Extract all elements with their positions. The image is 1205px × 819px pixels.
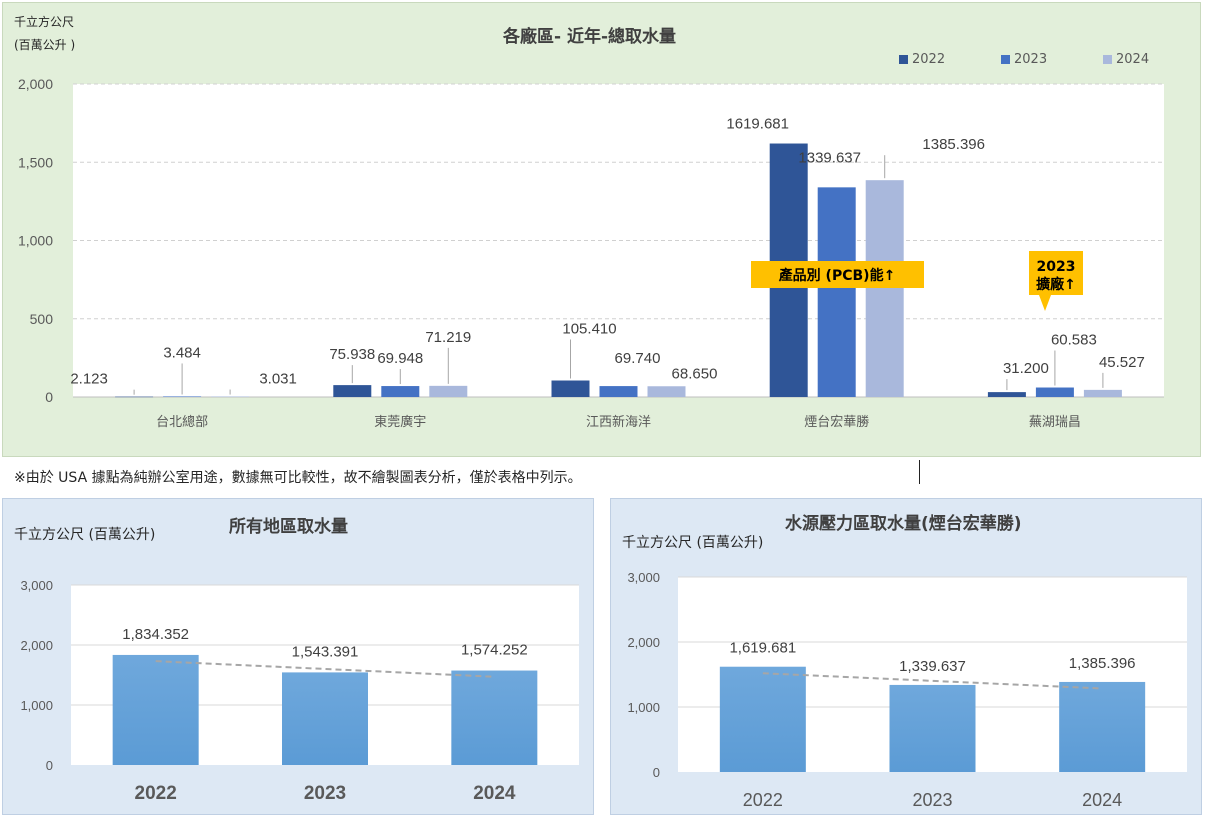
data-label: 69.740 bbox=[615, 350, 661, 367]
water-stress-chart-title: 水源壓力區取水量(煙台宏華勝) bbox=[785, 514, 1022, 534]
legend-item-2024: 2024 bbox=[1103, 52, 1149, 67]
bar bbox=[889, 684, 976, 772]
bar-2022 bbox=[333, 385, 372, 397]
water-stress-chart-plot: 0 1,000 2,000 3,000 1,619.681 2022 1,339.637 20… bbox=[627, 570, 1187, 810]
x-tick-label: 2022 bbox=[743, 790, 783, 810]
bar bbox=[112, 654, 199, 765]
bar-2024 bbox=[1083, 389, 1122, 397]
all-regions-chart-plot: 0 1,000 2,000 3,000 1,834.352 2022 1,543.391 20… bbox=[20, 578, 579, 804]
data-label: 1619.681 bbox=[726, 116, 789, 133]
bar-2024 bbox=[429, 385, 468, 397]
main-chart-unit-line1: 千立方公尺 bbox=[14, 15, 75, 29]
bar-2023 bbox=[817, 187, 856, 397]
bar-2023 bbox=[1035, 387, 1074, 397]
y-tick-label: 0 bbox=[46, 758, 53, 773]
callout-expansion-box bbox=[1029, 251, 1083, 311]
data-label: 69.948 bbox=[377, 350, 423, 367]
data-label: 105.410 bbox=[562, 321, 616, 338]
x-tick-label: 2023 bbox=[912, 790, 952, 810]
y-tick-label: 500 bbox=[30, 311, 54, 327]
y-tick-label: 3,000 bbox=[20, 578, 53, 593]
legend-item-2023: 2023 bbox=[1001, 52, 1047, 67]
x-tick-label: 台北總部 bbox=[156, 414, 208, 430]
y-tick-label: 0 bbox=[45, 389, 53, 405]
bar-2023 bbox=[381, 386, 420, 397]
x-tick-label: 煙台宏華勝 bbox=[804, 415, 869, 430]
y-tick-label: 1,000 bbox=[20, 698, 53, 713]
legend-label-2024: 2024 bbox=[1116, 52, 1150, 67]
data-label: 71.219 bbox=[425, 329, 471, 346]
data-label: 1,619.681 bbox=[729, 640, 796, 657]
y-tick-label: 1,000 bbox=[627, 700, 660, 715]
water-stress-chart-panel: 水源壓力區取水量(煙台宏華勝) 千立方公尺 (百萬公升) 0 1,000 2,000… bbox=[610, 498, 1202, 815]
plot-area bbox=[73, 84, 1164, 397]
all-regions-chart-title: 所有地區取水量 bbox=[229, 517, 348, 537]
y-tick-label: 2,000 bbox=[627, 635, 660, 650]
data-label: 3.484 bbox=[163, 344, 201, 361]
legend-label-2023: 2023 bbox=[1014, 52, 1048, 67]
bar-2024 bbox=[865, 180, 904, 397]
all-regions-chart-panel: 所有地區取水量 千立方公尺 (百萬公升) 0 1,000 2,000 3,000 1,8… bbox=[2, 498, 594, 815]
bar-2022 bbox=[115, 396, 154, 398]
bar bbox=[451, 670, 538, 765]
x-tick-label: 2023 bbox=[304, 783, 346, 804]
legend-swatch-2023 bbox=[1001, 55, 1010, 64]
data-label: 2.123 bbox=[70, 371, 108, 388]
data-label: 1339.637 bbox=[798, 149, 861, 166]
data-label: 68.650 bbox=[672, 365, 718, 382]
main-chart-unit-line2: (百萬公升 ) bbox=[14, 38, 76, 52]
callout-expansion-year: 2023 bbox=[1037, 259, 1076, 275]
data-label: 1,339.637 bbox=[899, 658, 966, 675]
divider-line bbox=[919, 460, 920, 484]
legend-swatch-2022 bbox=[899, 55, 908, 64]
y-tick-label: 0 bbox=[653, 765, 660, 780]
data-label: 31.200 bbox=[1003, 360, 1049, 377]
bar bbox=[1059, 681, 1146, 772]
callout-expansion-text: 擴廠↑ bbox=[1036, 276, 1076, 293]
bar-2024 bbox=[211, 396, 250, 398]
main-chart-plot: 0 500 1,000 1,500 2,000 台北總部 2.123 3.484 3.031 東莞… bbox=[18, 76, 1164, 430]
all-regions-chart-unit: 千立方公尺 (百萬公升) bbox=[14, 527, 156, 543]
data-label: 1,543.391 bbox=[292, 643, 359, 660]
x-tick-label: 2022 bbox=[135, 783, 177, 804]
bar-2024 bbox=[647, 386, 686, 397]
water-stress-chart-unit: 千立方公尺 (百萬公升) bbox=[622, 535, 764, 551]
callout-pcb-text: 產品別 (PCB)能↑ bbox=[778, 267, 896, 284]
x-tick-label: 江西新海洋 bbox=[586, 414, 651, 430]
main-chart-panel: 千立方公尺 (百萬公升 ) 各廠區- 近年-總取水量 2022 2023 202… bbox=[2, 2, 1201, 457]
data-label: 1385.396 bbox=[922, 136, 985, 153]
trendline bbox=[762, 672, 1103, 690]
trendline bbox=[155, 660, 495, 678]
legend-swatch-2024 bbox=[1103, 55, 1112, 64]
legend-label-2022: 2022 bbox=[912, 52, 946, 67]
x-tick-label: 東莞廣宇 bbox=[374, 414, 426, 430]
legend-item-2022: 2022 bbox=[899, 52, 945, 67]
x-tick-label: 2024 bbox=[473, 783, 516, 804]
data-label: 1,834.352 bbox=[122, 626, 189, 643]
bar-2023 bbox=[163, 396, 202, 397]
y-tick-label: 1,500 bbox=[18, 154, 53, 170]
data-label: 45.527 bbox=[1099, 354, 1145, 371]
y-tick-label: 3,000 bbox=[627, 570, 660, 585]
x-tick-label: 蕪湖瑞昌 bbox=[1029, 415, 1081, 430]
data-label: 1,385.396 bbox=[1069, 655, 1136, 672]
x-tick-label: 2024 bbox=[1082, 790, 1122, 810]
data-label: 75.938 bbox=[329, 346, 375, 363]
bar-2023 bbox=[599, 386, 638, 397]
y-tick-label: 2,000 bbox=[20, 638, 53, 653]
data-label: 60.583 bbox=[1051, 332, 1097, 349]
bar bbox=[282, 672, 368, 765]
bar-2022 bbox=[987, 392, 1026, 397]
main-chart-title: 各廠區- 近年-總取水量 bbox=[503, 27, 677, 47]
data-label: 3.031 bbox=[259, 371, 297, 388]
y-tick-label: 1,000 bbox=[18, 233, 53, 249]
y-tick-label: 2,000 bbox=[18, 76, 53, 92]
bar-2022 bbox=[551, 380, 590, 397]
usa-note: ※由於 USA 據點為純辦公室用途，數據無可比較性，故不繪製圖表分析，僅於表格中… bbox=[14, 470, 582, 486]
data-label: 1,574.252 bbox=[461, 642, 528, 659]
callout-pcb-box bbox=[751, 261, 924, 288]
bar bbox=[719, 666, 806, 772]
